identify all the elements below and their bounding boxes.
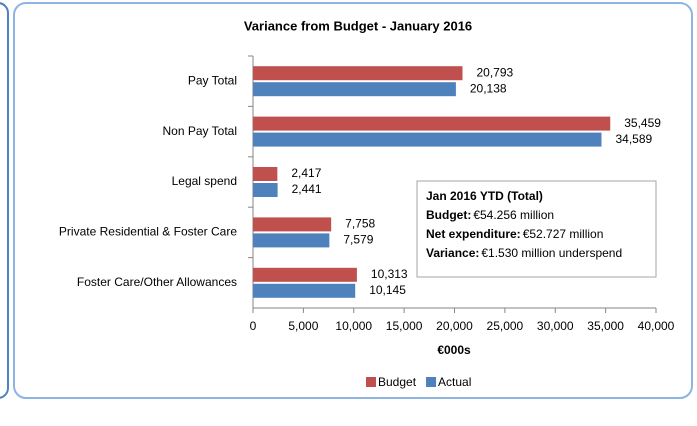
chart-title: Variance from Budget - January 2016 xyxy=(244,18,472,33)
x-axis-label: €000s xyxy=(437,343,471,357)
x-tick-label: 35,000 xyxy=(587,319,624,333)
bar xyxy=(253,132,602,147)
y-tick-label: Non Pay Total xyxy=(163,124,238,138)
legend-label: Budget xyxy=(378,375,417,389)
bar xyxy=(253,267,357,282)
data-label: 2,417 xyxy=(291,166,321,180)
bar xyxy=(253,116,611,131)
data-label: 34,589 xyxy=(615,132,652,146)
x-tick-label: 20,000 xyxy=(436,319,473,333)
x-tick-label: 5,000 xyxy=(288,319,318,333)
x-tick-label: 40,000 xyxy=(638,319,675,333)
left-panel xyxy=(0,2,9,399)
y-tick-label: Pay Total xyxy=(188,73,237,87)
annotation-key: Variance: xyxy=(426,246,479,260)
y-tick-label: Legal spend xyxy=(172,174,237,188)
legend-label: Actual xyxy=(438,375,471,389)
bar xyxy=(253,217,332,232)
annotation-value: €52.727 million xyxy=(523,227,604,241)
bar xyxy=(253,66,463,81)
legend-swatch xyxy=(426,377,437,387)
data-label: 20,793 xyxy=(476,65,513,79)
y-tick-label: Foster Care/Other Allowances xyxy=(77,275,237,289)
annotation-box xyxy=(416,180,657,278)
annotation-key: Net expenditure: xyxy=(426,227,521,241)
data-label: 20,138 xyxy=(470,81,507,95)
bar xyxy=(253,183,278,197)
x-tick-label: 30,000 xyxy=(537,319,574,333)
data-label: 10,313 xyxy=(371,267,408,281)
bar xyxy=(253,82,456,97)
x-tick-label: 15,000 xyxy=(386,319,423,333)
x-tick-label: 0 xyxy=(250,319,257,333)
y-tick-label: Private Residential & Foster Care xyxy=(59,225,237,239)
data-label: 7,579 xyxy=(343,233,373,247)
bar xyxy=(253,233,330,248)
annotation: Jan 2016 YTD (Total) Budget: €54.256 milli… xyxy=(416,180,657,278)
chart-panel xyxy=(13,2,693,399)
x-tick-label: 25,000 xyxy=(487,319,524,333)
data-label: 7,758 xyxy=(345,217,375,231)
annotation-key: Budget: xyxy=(426,208,471,222)
data-label: 35,459 xyxy=(624,116,661,130)
annotation-value: €54.256 million xyxy=(473,208,554,222)
bar xyxy=(253,167,278,181)
legend-swatch xyxy=(366,377,376,387)
x-tick-label: 10,000 xyxy=(335,319,372,333)
annotation-value: €1.530 million underspend xyxy=(481,246,622,260)
annotation-title: Jan 2016 YTD (Total) xyxy=(426,189,543,203)
data-label: 2,441 xyxy=(292,182,322,196)
bar xyxy=(253,283,356,298)
data-label: 10,145 xyxy=(369,283,406,297)
